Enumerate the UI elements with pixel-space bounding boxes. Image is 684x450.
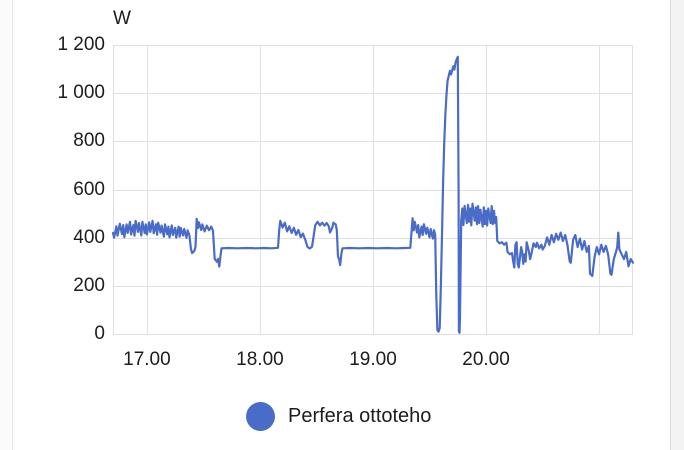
x-tick-label: 20.00 (462, 349, 510, 370)
x-tick-label: 18.00 (236, 349, 284, 370)
y-tick-label: 800 (73, 130, 105, 152)
y-tick-label: 1 200 (57, 34, 105, 55)
y-tick-label: 600 (73, 178, 105, 200)
series-legend-marker (246, 402, 275, 431)
left-page-edge (0, 0, 13, 450)
series-line[interactable] (111, 55, 635, 334)
series-legend-label: Perfera ottoteho (288, 405, 432, 427)
y-tick-label: 200 (73, 274, 105, 296)
y-tick-label: 1 000 (57, 82, 105, 104)
x-tick-label: 19.00 (349, 349, 397, 370)
right-page-edge (670, 0, 684, 450)
chart-legend[interactable]: Perfera ottoteho (246, 402, 431, 431)
y-axis-unit-label: W (113, 8, 131, 29)
x-tick-label: 17.00 (123, 349, 171, 370)
y-tick-label: 0 (94, 323, 105, 344)
y-tick-label: 400 (73, 226, 105, 248)
